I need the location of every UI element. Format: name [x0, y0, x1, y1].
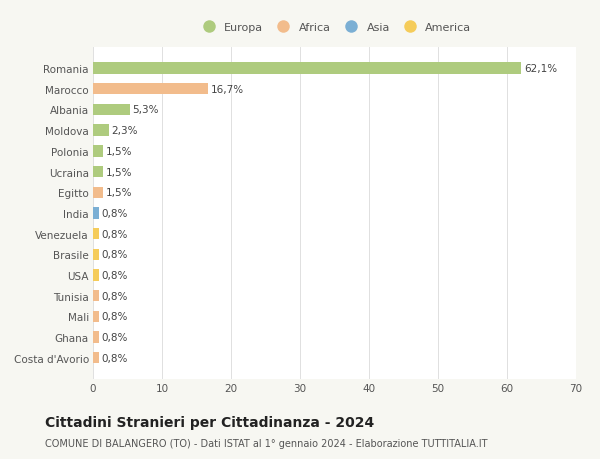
Bar — [93, 291, 98, 302]
Bar — [93, 105, 130, 116]
Bar — [93, 167, 103, 178]
Text: 0,8%: 0,8% — [101, 250, 128, 260]
Legend: Europa, Africa, Asia, America: Europa, Africa, Asia, America — [195, 21, 474, 35]
Text: 1,5%: 1,5% — [106, 167, 133, 177]
Bar — [93, 84, 208, 95]
Bar — [93, 311, 98, 322]
Text: 0,8%: 0,8% — [101, 270, 128, 280]
Text: 1,5%: 1,5% — [106, 146, 133, 157]
Text: 0,8%: 0,8% — [101, 353, 128, 363]
Bar — [93, 270, 98, 281]
Bar — [93, 208, 98, 219]
Bar — [93, 249, 98, 260]
Text: 0,8%: 0,8% — [101, 208, 128, 218]
Text: Cittadini Stranieri per Cittadinanza - 2024: Cittadini Stranieri per Cittadinanza - 2… — [45, 415, 374, 429]
Text: 2,3%: 2,3% — [112, 126, 138, 136]
Bar — [93, 229, 98, 240]
Bar — [93, 353, 98, 364]
Bar — [93, 146, 103, 157]
Bar — [93, 332, 98, 343]
Bar — [93, 187, 103, 198]
Text: 0,8%: 0,8% — [101, 312, 128, 322]
Text: 0,8%: 0,8% — [101, 291, 128, 301]
Text: 0,8%: 0,8% — [101, 229, 128, 239]
Text: 1,5%: 1,5% — [106, 188, 133, 198]
Text: 5,3%: 5,3% — [133, 105, 159, 115]
Bar — [93, 63, 521, 74]
Text: 62,1%: 62,1% — [524, 64, 557, 74]
Text: 16,7%: 16,7% — [211, 84, 244, 95]
Text: 0,8%: 0,8% — [101, 332, 128, 342]
Bar — [93, 125, 109, 136]
Text: COMUNE DI BALANGERO (TO) - Dati ISTAT al 1° gennaio 2024 - Elaborazione TUTTITAL: COMUNE DI BALANGERO (TO) - Dati ISTAT al… — [45, 438, 487, 448]
